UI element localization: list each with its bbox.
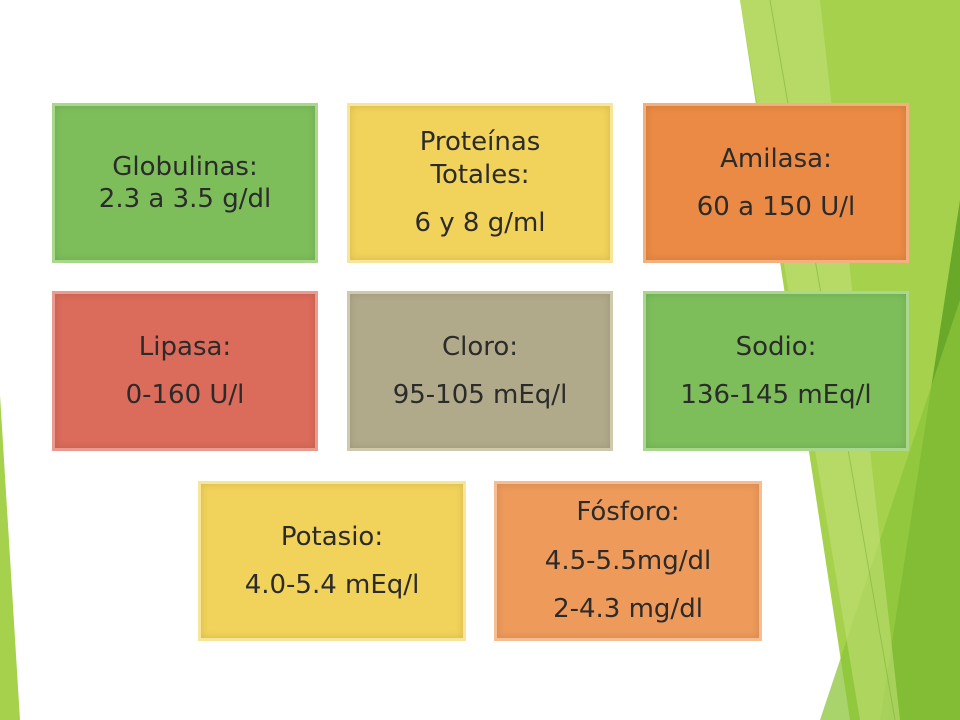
card-value: 136-145 mEq/l — [680, 380, 872, 410]
card-proteinas-totales: Proteínas Totales: 6 y 8 g/ml — [347, 103, 613, 263]
card-value: 2.3 a 3.5 g/dl — [98, 184, 272, 214]
card-title: Potasio: — [280, 521, 384, 552]
card-title-line-1: Proteínas — [419, 127, 541, 158]
card-title: Cloro: — [441, 331, 519, 362]
card-value: 95-105 mEq/l — [392, 380, 568, 410]
card-sodio: Sodio: 136-145 mEq/l — [643, 291, 909, 451]
card-title: Sodio: — [735, 331, 817, 362]
card-value-1: 4.5-5.5mg/dl — [544, 545, 712, 576]
card-value: 6 y 8 g/ml — [414, 208, 546, 239]
card-potasio: Potasio: 4.0-5.4 mEq/l — [198, 481, 466, 641]
card-title: Amilasa: — [720, 143, 832, 174]
card-fosforo: Fósforo: 4.5-5.5mg/dl 2-4.3 mg/dl — [494, 481, 762, 641]
left-facet — [0, 395, 20, 720]
card-value: 4.0-5.4 mEq/l — [244, 570, 420, 600]
card-cloro: Cloro: 95-105 mEq/l — [347, 291, 613, 451]
card-value-2: 2-4.3 mg/dl — [553, 594, 703, 625]
card-lipasa: Lipasa: 0-160 U/l — [52, 291, 318, 451]
card-globulinas: Globulinas: 2.3 a 3.5 g/dl — [52, 103, 318, 263]
card-value: 60 a 150 U/l — [696, 192, 856, 222]
card-title: Globulinas: — [112, 151, 258, 182]
card-title: Fósforo: — [576, 497, 680, 528]
card-value: 0-160 U/l — [125, 380, 245, 410]
card-title: Lipasa: — [138, 331, 232, 362]
card-title-line-2: Totales: — [430, 159, 530, 190]
card-amilasa: Amilasa: 60 a 150 U/l — [643, 103, 909, 263]
